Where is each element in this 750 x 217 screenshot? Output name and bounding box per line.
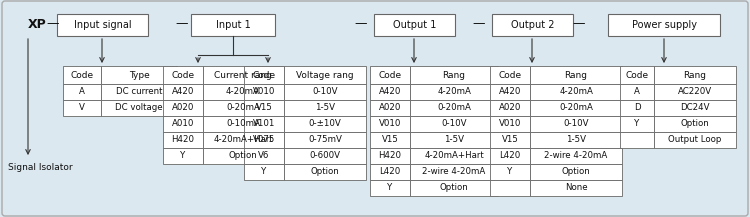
Bar [490, 132, 530, 148]
Bar [370, 132, 410, 148]
Text: L420: L420 [380, 168, 400, 176]
Text: Option: Option [440, 184, 468, 192]
Bar [490, 164, 530, 180]
Bar [244, 116, 284, 132]
Text: Option: Option [562, 168, 590, 176]
Bar [654, 116, 736, 132]
Bar [410, 132, 498, 148]
Text: A020: A020 [172, 104, 194, 112]
Text: V010: V010 [253, 87, 275, 97]
Bar [284, 164, 366, 180]
Bar [284, 116, 366, 132]
Text: Code: Code [172, 71, 194, 79]
Text: Signal Isolator: Signal Isolator [8, 163, 73, 173]
Bar [374, 14, 455, 36]
Text: Option: Option [310, 168, 339, 176]
Bar [410, 148, 498, 164]
Text: A420: A420 [499, 87, 521, 97]
Text: D: D [634, 104, 640, 112]
Text: A010: A010 [172, 120, 194, 128]
Bar [203, 84, 283, 100]
Text: 4-20mA: 4-20mA [226, 87, 260, 97]
Bar [654, 66, 736, 84]
Bar [620, 84, 654, 100]
Text: Option: Option [229, 151, 257, 161]
Text: V15: V15 [502, 135, 518, 145]
Text: 4-20mA: 4-20mA [559, 87, 593, 97]
Bar [410, 66, 498, 84]
Bar [490, 100, 530, 116]
Text: —: — [572, 18, 584, 31]
Bar [244, 66, 284, 84]
Text: Y: Y [507, 168, 513, 176]
Text: Y: Y [261, 168, 267, 176]
Text: 0-10V: 0-10V [563, 120, 589, 128]
Bar [244, 164, 284, 180]
Text: Output Loop: Output Loop [668, 135, 722, 145]
Bar [490, 66, 530, 84]
Text: —: — [46, 18, 58, 31]
Text: H420: H420 [379, 151, 401, 161]
Text: None: None [565, 184, 587, 192]
Text: 1-5V: 1-5V [566, 135, 586, 145]
Bar [530, 84, 622, 100]
Text: Type: Type [129, 71, 149, 79]
Text: A: A [634, 87, 640, 97]
Text: 1-5V: 1-5V [315, 104, 335, 112]
Bar [370, 180, 410, 196]
Text: 4-20mA+Hart: 4-20mA+Hart [424, 151, 484, 161]
Bar [203, 100, 283, 116]
Text: V15: V15 [382, 135, 398, 145]
Bar [163, 116, 203, 132]
Bar [370, 100, 410, 116]
Bar [410, 100, 498, 116]
Bar [530, 116, 622, 132]
Bar [163, 66, 203, 84]
Bar [530, 100, 622, 116]
Text: Rang: Rang [565, 71, 587, 79]
Bar [530, 66, 622, 84]
Bar [370, 66, 410, 84]
Text: Code: Code [253, 71, 275, 79]
Text: Rang: Rang [442, 71, 466, 79]
Bar [530, 132, 622, 148]
Text: 0-10V: 0-10V [441, 120, 466, 128]
Bar [163, 148, 203, 164]
Text: 0-10V: 0-10V [312, 87, 338, 97]
Bar [370, 148, 410, 164]
Bar [284, 132, 366, 148]
Text: Code: Code [626, 71, 649, 79]
Text: 0-20mA: 0-20mA [437, 104, 471, 112]
Text: Input signal: Input signal [74, 20, 131, 30]
Bar [654, 100, 736, 116]
Text: Input 1: Input 1 [216, 20, 250, 30]
Text: —: — [354, 18, 367, 31]
Text: Y: Y [634, 120, 640, 128]
Text: DC24V: DC24V [680, 104, 710, 112]
Bar [410, 180, 498, 196]
Text: 2-wire 4-20mA: 2-wire 4-20mA [544, 151, 608, 161]
Text: 4-20mA: 4-20mA [437, 87, 471, 97]
Text: Code: Code [379, 71, 401, 79]
Text: V: V [79, 104, 85, 112]
Bar [654, 84, 736, 100]
Bar [57, 14, 148, 36]
Bar [203, 148, 283, 164]
Text: A020: A020 [379, 104, 401, 112]
Bar [284, 100, 366, 116]
Text: 1-5V: 1-5V [444, 135, 464, 145]
Bar [490, 116, 530, 132]
Bar [654, 132, 736, 148]
Text: 0-600V: 0-600V [310, 151, 340, 161]
Text: Option: Option [681, 120, 710, 128]
Bar [410, 84, 498, 100]
Text: 2-wire 4-20mA: 2-wire 4-20mA [422, 168, 486, 176]
Text: 0-20mA: 0-20mA [559, 104, 593, 112]
Text: 0-±10V: 0-±10V [309, 120, 341, 128]
Text: A420: A420 [379, 87, 401, 97]
Bar [284, 148, 366, 164]
Bar [101, 100, 177, 116]
Text: 0-20mA: 0-20mA [226, 104, 260, 112]
Bar [530, 180, 622, 196]
